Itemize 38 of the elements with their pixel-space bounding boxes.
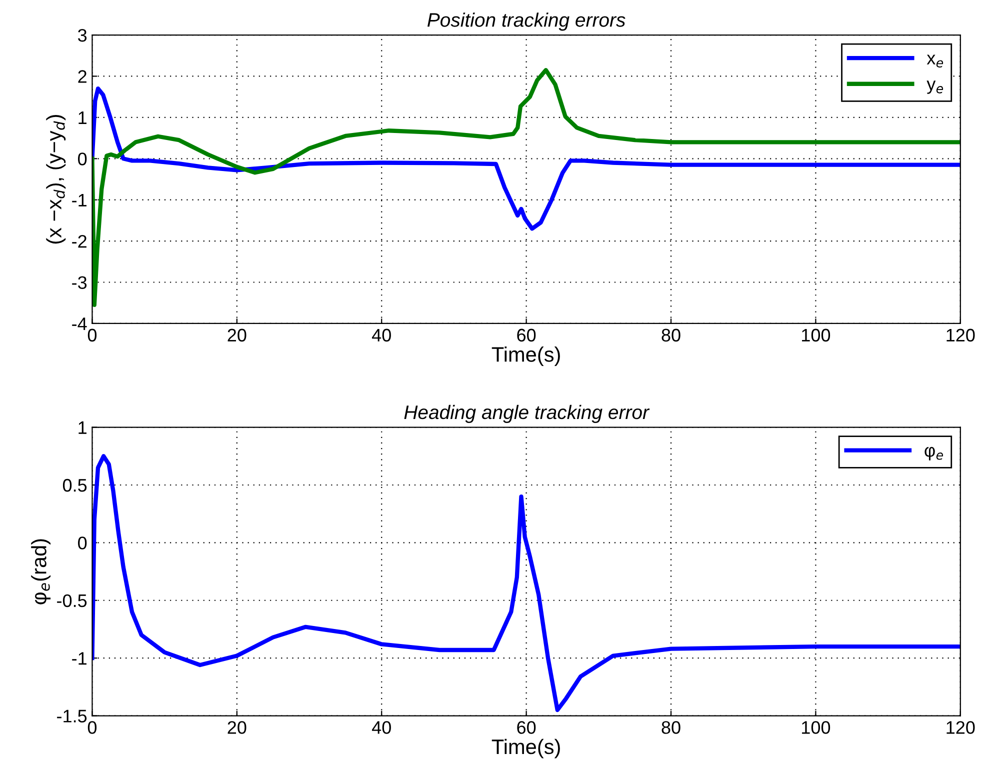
x-tick-label: 40	[372, 721, 391, 734]
y-tick-label: -3	[72, 276, 87, 289]
x-tick-label: 0	[88, 721, 97, 734]
x-tick-label: 100	[802, 721, 830, 734]
x-tick-label: 60	[517, 721, 536, 734]
y-tick-label: 2	[78, 70, 86, 83]
line-series	[92, 68, 960, 308]
x-tick-label: 20	[228, 721, 246, 734]
legend-label: y$_{e}$	[926, 80, 944, 94]
y-tick-label: 0	[78, 152, 87, 166]
chart-title: Heading angle tracking error	[404, 404, 650, 424]
x-tick-label: 80	[662, 328, 680, 342]
y-tick-label: 1	[78, 421, 86, 434]
y-tick-label: -2	[72, 234, 86, 248]
y-tick-label: -4	[72, 318, 87, 330]
y-tick-label: 3	[78, 28, 87, 42]
x-axis-title: Time(s)	[492, 738, 560, 758]
y-tick-label: 1	[78, 112, 86, 124]
legend-label: x$_{e}$	[926, 54, 944, 68]
y-tick-label: -1.5	[57, 710, 87, 722]
x-tick-label: 80	[662, 721, 680, 734]
y-axis-title: (x −x$_{d}$), (y−y$_{d}$)	[46, 114, 66, 244]
y-tick-label: -1	[72, 652, 86, 665]
x-tick-label: 120	[946, 328, 975, 342]
y-tick-label: 0	[78, 536, 87, 550]
x-axis-title: Time(s)	[492, 346, 560, 366]
x-tick-label: 40	[372, 328, 391, 342]
y-tick-label: 0.5	[62, 478, 87, 492]
x-tick-label: 60	[517, 328, 536, 342]
x-tick-label: 20	[228, 328, 246, 342]
x-tick-label: 120	[946, 721, 975, 734]
legend-label: φ$_{e}$	[924, 446, 944, 460]
x-tick-label: 100	[802, 328, 830, 342]
chart-title: Position tracking errors	[427, 12, 626, 31]
y-tick-label: -0.5	[57, 594, 87, 608]
y-axis-title: φ$_{e}$(rad)	[31, 539, 51, 604]
y-tick-label: -1	[72, 194, 86, 206]
x-tick-label: 0	[88, 328, 97, 342]
